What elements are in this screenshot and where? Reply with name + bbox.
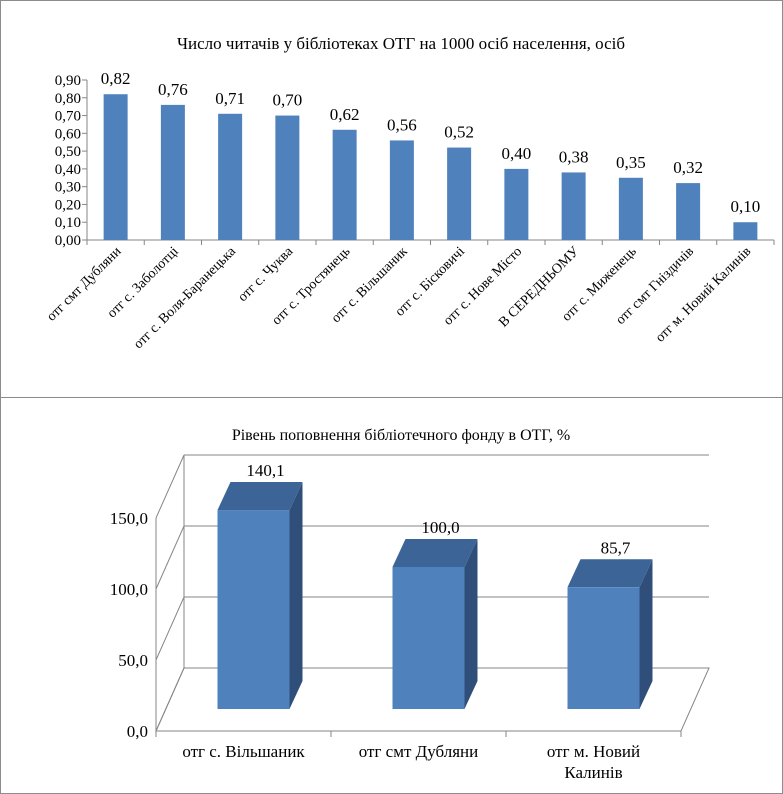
value-label: 0,38 xyxy=(559,147,589,166)
grid-line xyxy=(155,525,185,590)
value-label: 0,32 xyxy=(673,158,703,177)
chart-panel: Число читачів у бібліотеках ОТГ на 1000 … xyxy=(1,1,782,397)
y-tick-label: 0,10 xyxy=(55,215,81,231)
bar xyxy=(160,104,185,240)
chart: Число читачів у бібліотеках ОТГ на 1000 … xyxy=(44,34,775,352)
y-tick-label: 0,00 xyxy=(55,233,81,249)
bar-side xyxy=(289,482,303,709)
chart-panel: Рівень поповнення бібліотечного фонду в … xyxy=(1,397,782,793)
bar-top xyxy=(392,539,478,567)
bar xyxy=(218,113,243,240)
y-tick-label: 100,0 xyxy=(110,580,148,599)
bar xyxy=(217,510,290,709)
x-tick-label: отг м. Новий Калинів xyxy=(653,244,755,346)
bar xyxy=(392,567,465,709)
chart: Рівень поповнення бібліотечного фонду в … xyxy=(110,427,710,741)
grid-line xyxy=(155,596,185,661)
value-label: 0,40 xyxy=(502,144,532,163)
y-tick-label: 0,20 xyxy=(55,197,81,213)
value-label: 85,7 xyxy=(601,538,631,557)
y-tick-label: 0,40 xyxy=(55,162,81,178)
bar xyxy=(676,183,701,240)
x-tick-label: отг с. Вільшаник xyxy=(182,742,305,761)
value-label: 0,71 xyxy=(215,89,245,108)
bar-side xyxy=(464,539,478,709)
y-tick-label: 0,80 xyxy=(55,91,81,107)
grid-line xyxy=(155,454,185,519)
x-tick-label: отг с. Воля-Баранецька xyxy=(131,244,239,352)
value-label: 0,82 xyxy=(101,69,131,88)
y-tick-label: 0,0 xyxy=(127,722,148,741)
x-tick-label: отг м. Новий Калинів xyxy=(546,742,641,782)
y-tick-label: 0,60 xyxy=(55,126,81,142)
chart-title: Число читачів у бібліотеках ОТГ на 1000 … xyxy=(177,34,625,53)
value-label: 0,52 xyxy=(444,123,474,142)
value-label: 100,0 xyxy=(421,518,459,537)
bar xyxy=(504,168,529,240)
bar-top xyxy=(567,559,653,588)
bar xyxy=(389,140,414,240)
value-label: 0,76 xyxy=(158,80,188,99)
bar-top xyxy=(217,482,303,511)
value-label: 0,56 xyxy=(387,115,417,134)
x-tick-label: отг смт Дубляни xyxy=(358,742,479,761)
bar xyxy=(567,587,640,709)
value-label: 140,1 xyxy=(246,461,284,480)
y-tick-label: 0,90 xyxy=(55,73,81,89)
bar xyxy=(561,172,586,240)
y-tick-label: 0,30 xyxy=(55,180,81,196)
y-tick-label: 150,0 xyxy=(110,509,148,528)
y-tick-label: 0,70 xyxy=(55,109,81,125)
chart-title: Рівень поповнення бібліотечного фонду в … xyxy=(232,427,570,444)
y-tick-label: 50,0 xyxy=(118,651,148,670)
y-tick-label: 0,50 xyxy=(55,144,81,160)
bar xyxy=(103,94,128,240)
value-label: 0,70 xyxy=(273,91,303,110)
bar xyxy=(275,115,300,240)
value-label: 0,10 xyxy=(731,197,761,216)
bar-side xyxy=(639,559,653,709)
bar xyxy=(618,177,643,240)
value-label: 0,62 xyxy=(330,105,360,124)
grid-line xyxy=(155,667,185,732)
bar xyxy=(733,222,758,240)
x-tick-label: отг с. Чуква xyxy=(235,244,296,305)
value-label: 0,35 xyxy=(616,153,646,172)
bar xyxy=(332,129,357,240)
bar xyxy=(447,147,472,240)
